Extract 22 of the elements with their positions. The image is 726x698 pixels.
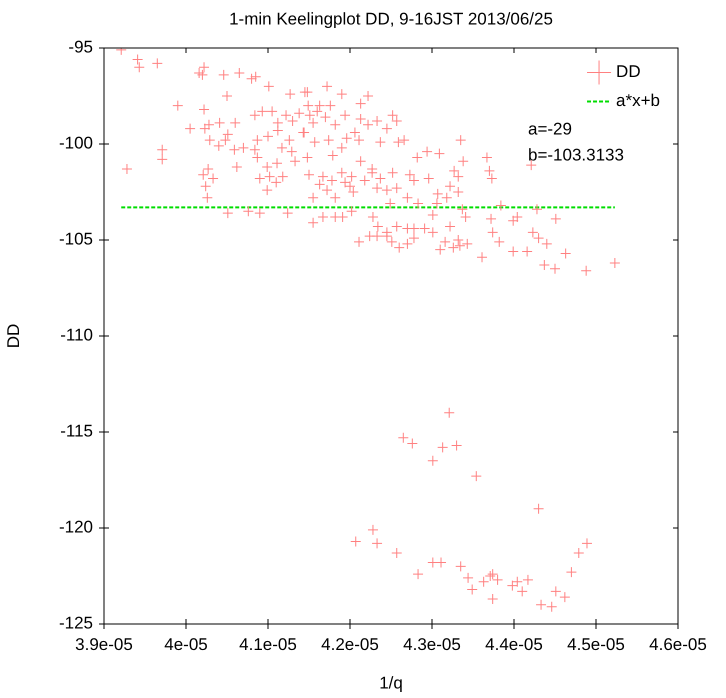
x-tick-label: 4.3e-05 bbox=[403, 634, 461, 654]
y-tick-label: -125 bbox=[58, 614, 93, 633]
legend-label: a*x+b bbox=[616, 91, 660, 110]
y-tick-label: -115 bbox=[60, 422, 93, 441]
y-tick-label: -110 bbox=[60, 326, 93, 345]
x-tick-label: 3.9e-05 bbox=[75, 634, 133, 654]
x-tick-label: 4.2e-05 bbox=[321, 634, 379, 654]
x-axis-title: 1/q bbox=[379, 673, 403, 692]
legend-label: DD bbox=[616, 62, 641, 82]
annotation: a=-29 bbox=[528, 120, 572, 139]
y-tick-label: -95 bbox=[68, 38, 93, 57]
annotation: b=-103.3133 bbox=[528, 146, 624, 165]
x-tick-label: 4.6e-05 bbox=[649, 634, 707, 654]
y-axis-title: DD bbox=[4, 324, 23, 348]
x-tick-label: 4.4e-05 bbox=[485, 634, 543, 654]
y-tick-label: -105 bbox=[58, 230, 93, 249]
x-tick-label: 4.5e-05 bbox=[567, 634, 625, 654]
y-tick-label: -100 bbox=[58, 134, 93, 153]
y-tick-label: -120 bbox=[58, 518, 93, 537]
x-tick-label: 4e-05 bbox=[164, 634, 208, 654]
chart-title: 1-min Keelingplot DD, 9-16JST 2013/06/25 bbox=[229, 10, 553, 29]
x-tick-label: 4.1e-05 bbox=[239, 634, 297, 654]
